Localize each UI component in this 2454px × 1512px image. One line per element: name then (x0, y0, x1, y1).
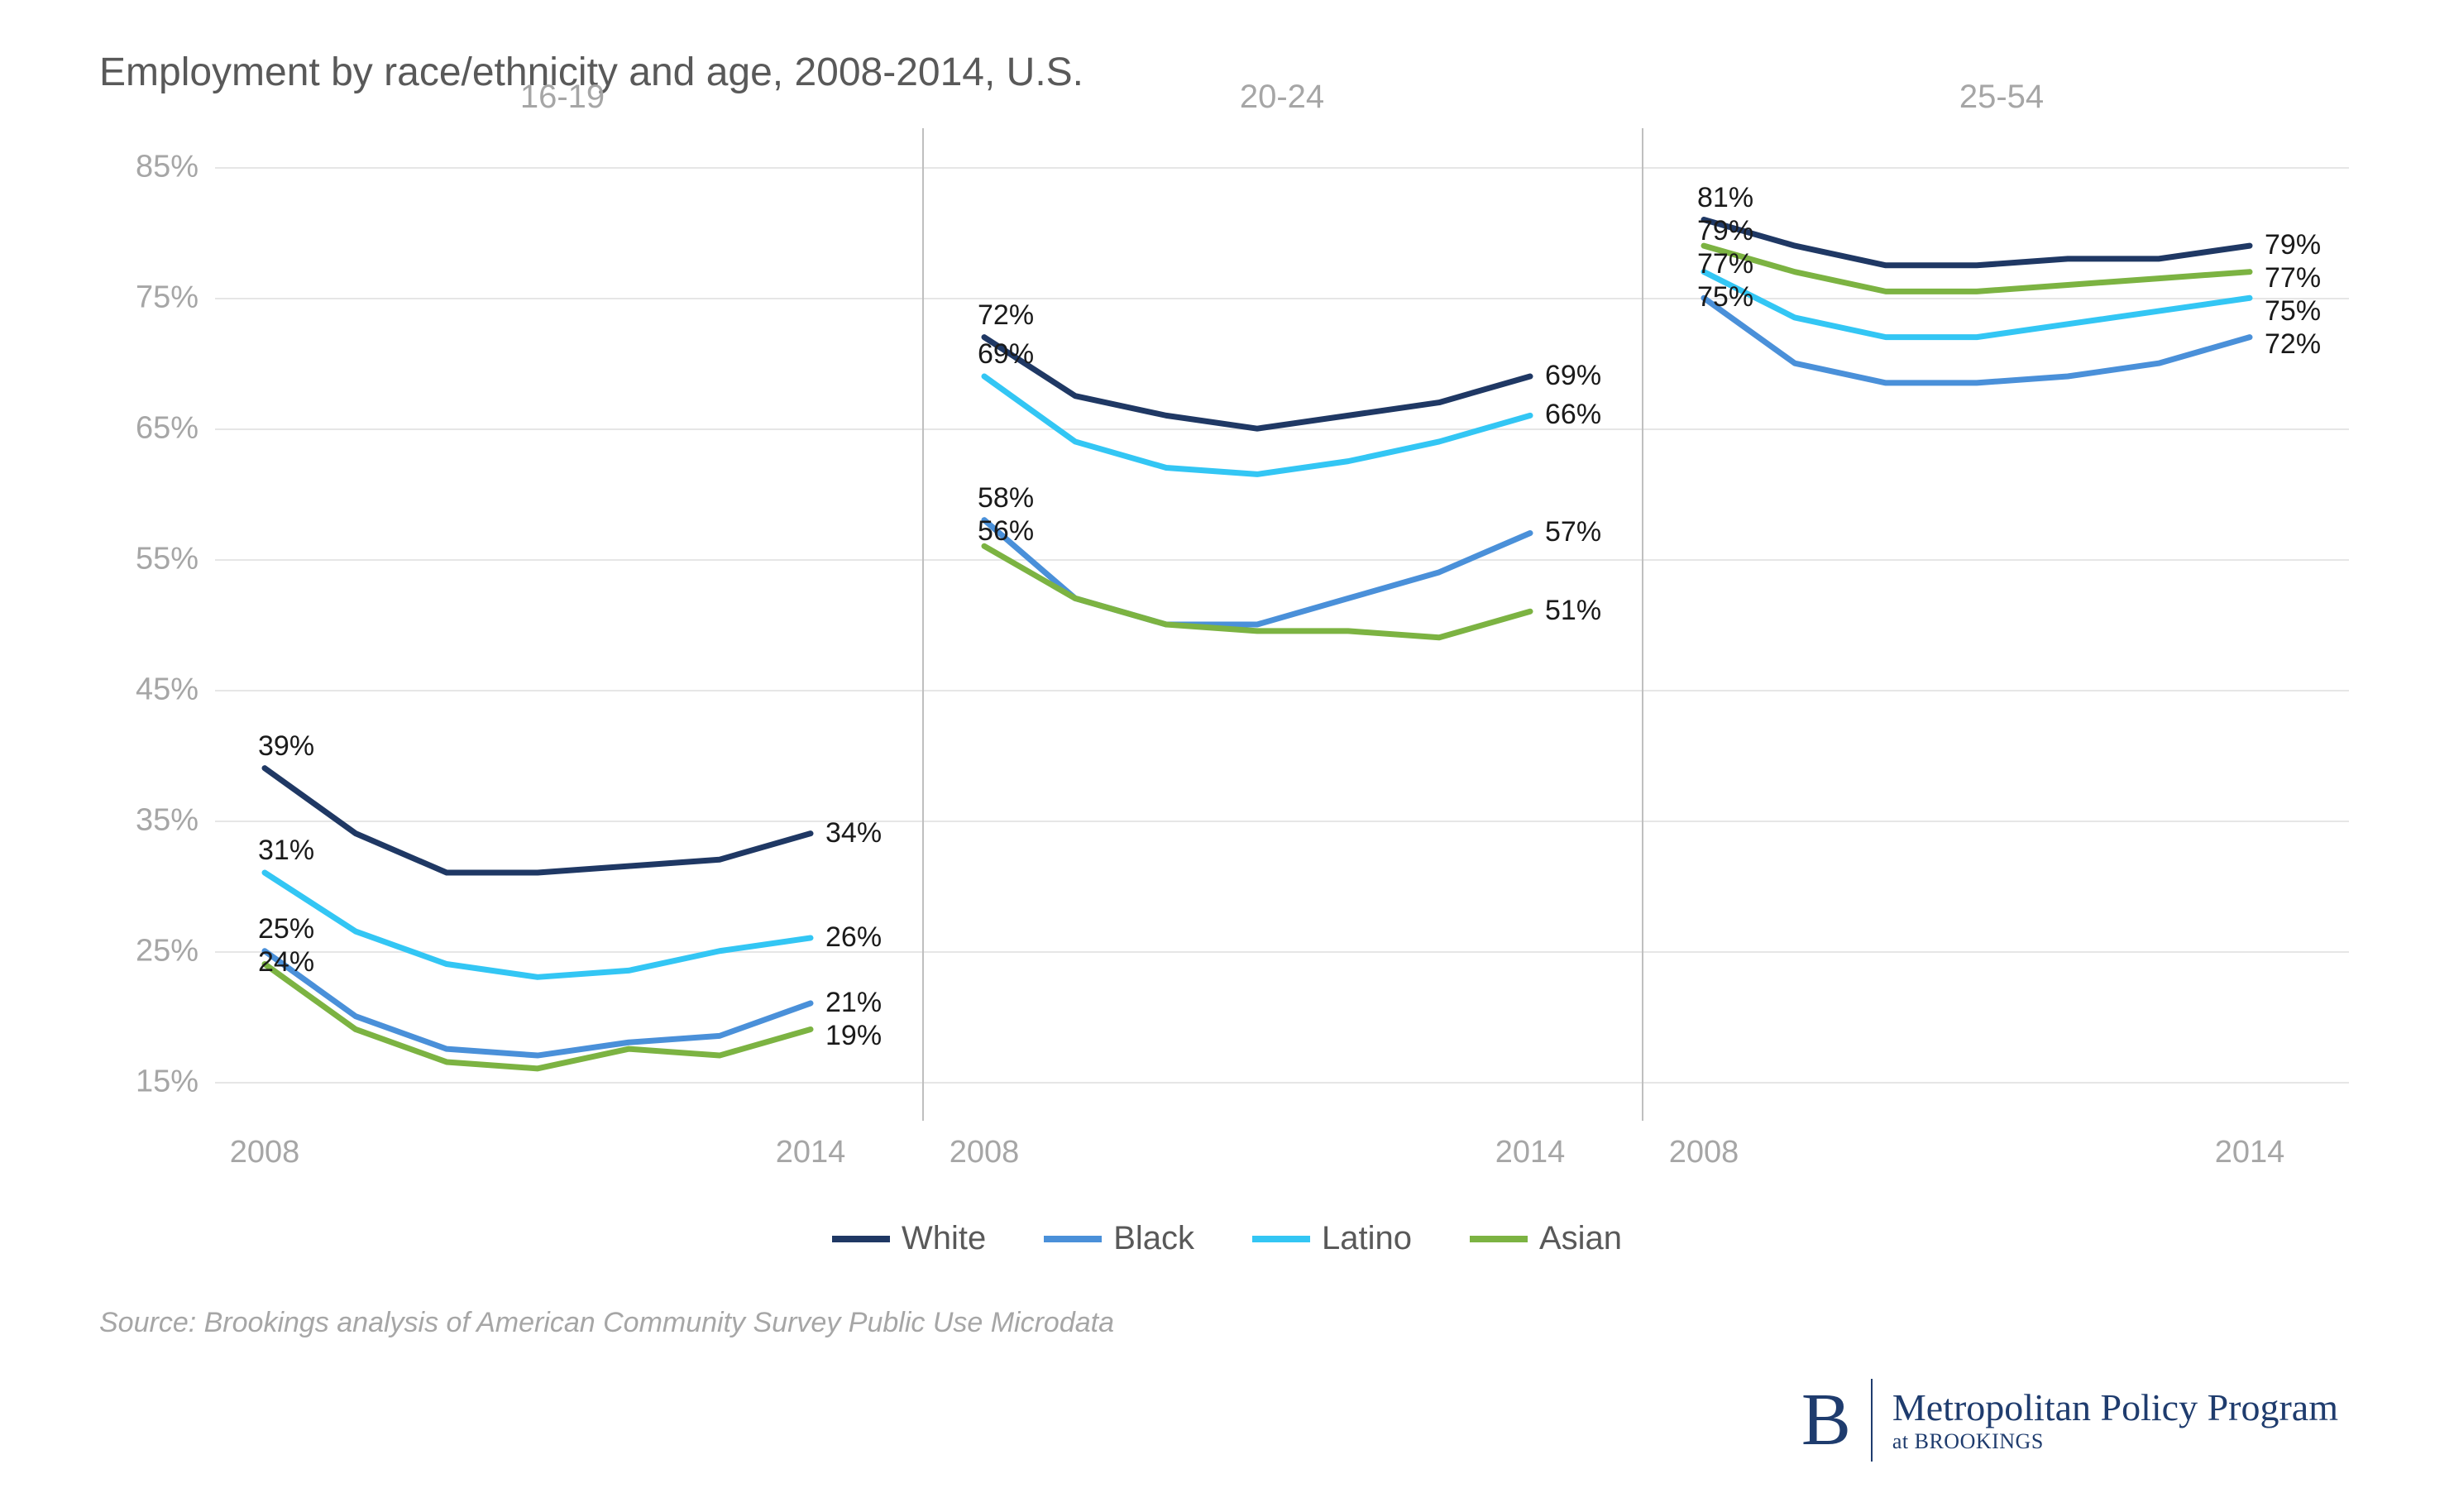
x-tick-label: 2014 (2215, 1135, 2285, 1170)
panel-lines (935, 128, 1629, 1121)
data-label-start: 77% (1697, 248, 1753, 280)
y-tick-label: 85% (136, 150, 199, 185)
footer-program-name: Metropolitan Policy Program (1892, 1385, 2338, 1429)
data-label-end: 79% (2265, 229, 2321, 261)
footer-logo: B Metropolitan Policy Program at BROOKIN… (1801, 1377, 2338, 1462)
legend-label: White (902, 1220, 986, 1257)
x-tick-label: 2008 (1669, 1135, 1739, 1170)
legend-label: Black (1113, 1220, 1194, 1257)
legend: White Black Latino Asian (99, 1220, 2355, 1257)
data-label-end: 72% (2265, 328, 2321, 361)
data-label-start: 79% (1697, 215, 1753, 247)
series-line-latino (1704, 272, 2250, 337)
panel-lines (215, 128, 910, 1121)
plot-area: 16-192008201439%34%25%21%31%26%24%19%20-… (215, 128, 2349, 1121)
legend-swatch (832, 1236, 890, 1242)
data-label-end: 77% (2265, 262, 2321, 294)
y-axis: 15% 25% 35% 45% 55% 65% 75% 85% (116, 128, 215, 1121)
series-line-black (984, 520, 1530, 624)
data-label-end: 57% (1545, 516, 1601, 548)
legend-item-black: Black (1044, 1220, 1194, 1257)
data-label-end: 21% (825, 987, 882, 1019)
chart-panel: 25-542008201481%79%75%72%77%75%79%77% (1654, 128, 2349, 1121)
chart-area: 15%25%35%45%55%65%75%85% 16-192008201439… (116, 128, 2349, 1121)
data-label-end: 51% (1545, 595, 1601, 627)
brookings-b-icon: B (1801, 1377, 1851, 1462)
x-tick-label: 2008 (950, 1135, 1020, 1170)
footer-divider (1871, 1379, 1873, 1462)
chart-panel: 20-242008201472%69%58%57%69%66%56%51% (935, 128, 1629, 1121)
footer-text: Metropolitan Policy Program at BROOKINGS (1892, 1385, 2338, 1454)
data-label-start: 58% (978, 482, 1034, 514)
series-line-white (1704, 220, 2250, 266)
legend-swatch (1252, 1236, 1310, 1242)
source-text: Source: Brookings analysis of American C… (99, 1307, 2355, 1339)
legend-swatch (1044, 1236, 1102, 1242)
panel-divider (922, 128, 924, 1121)
panel-title: 25-54 (1654, 79, 2349, 116)
data-label-start: 25% (258, 913, 314, 945)
panel-title: 20-24 (935, 79, 1629, 116)
y-tick-label: 45% (136, 672, 199, 707)
x-tick-label: 2014 (1495, 1135, 1566, 1170)
x-tick-label: 2014 (776, 1135, 846, 1170)
y-tick-label: 15% (136, 1064, 199, 1099)
data-label-end: 26% (825, 921, 882, 954)
data-label-start: 69% (978, 338, 1034, 371)
series-line-white (265, 768, 811, 873)
data-label-end: 75% (2265, 295, 2321, 328)
legend-label: Latino (1322, 1220, 1412, 1257)
panel-divider (1642, 128, 1643, 1121)
y-tick-label: 55% (136, 542, 199, 577)
y-tick-label: 65% (136, 411, 199, 447)
data-label-end: 66% (1545, 399, 1601, 431)
data-label-start: 31% (258, 835, 314, 867)
legend-item-asian: Asian (1470, 1220, 1622, 1257)
footer-org-name: at BROOKINGS (1892, 1429, 2338, 1454)
panel-title: 16-19 (215, 79, 910, 116)
series-line-black (265, 951, 811, 1055)
series-line-asian (1704, 246, 2250, 291)
legend-label: Asian (1539, 1220, 1622, 1257)
y-tick-label: 75% (136, 280, 199, 316)
y-tick-label: 35% (136, 802, 199, 838)
data-label-start: 72% (978, 299, 1034, 332)
data-label-start: 81% (1697, 182, 1753, 214)
data-label-end: 69% (1545, 360, 1601, 392)
data-label-end: 19% (825, 1020, 882, 1052)
data-label-start: 75% (1697, 281, 1753, 313)
series-line-latino (265, 873, 811, 977)
legend-item-latino: Latino (1252, 1220, 1412, 1257)
x-tick-label: 2008 (230, 1135, 300, 1170)
data-label-start: 39% (258, 730, 314, 763)
panel-lines (1654, 128, 2349, 1121)
series-line-white (984, 337, 1530, 429)
legend-item-white: White (832, 1220, 986, 1257)
data-label-start: 56% (978, 515, 1034, 548)
legend-swatch (1470, 1236, 1528, 1242)
data-label-end: 34% (825, 817, 882, 849)
data-label-start: 24% (258, 946, 314, 978)
y-tick-label: 25% (136, 933, 199, 969)
chart-panel: 16-192008201439%34%25%21%31%26%24%19% (215, 128, 910, 1121)
